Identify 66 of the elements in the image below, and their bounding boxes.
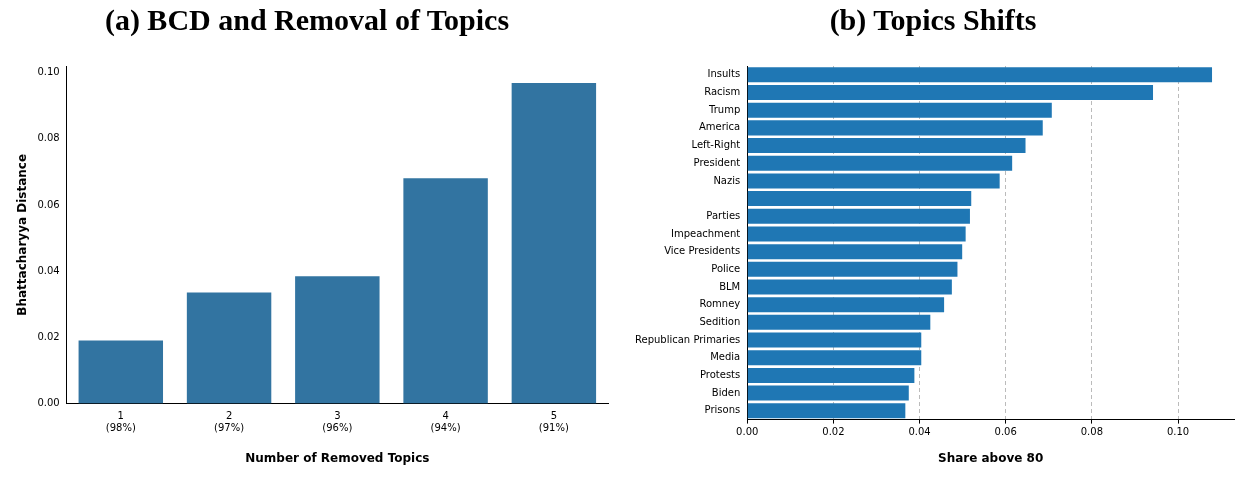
- x-tick-label: 1 (98%): [105, 410, 136, 434]
- bar: [747, 297, 945, 313]
- bar: [511, 82, 597, 404]
- bar: [747, 85, 1154, 101]
- bar: [747, 367, 915, 383]
- x-tick-label: 0.02: [822, 426, 845, 438]
- y-tick-label: America: [699, 121, 741, 133]
- bar: [747, 261, 958, 277]
- bar: [747, 385, 909, 401]
- y-tick-label: Left-Right: [691, 139, 741, 151]
- x-tick-label: 0.08: [1080, 426, 1103, 438]
- bar: [747, 350, 922, 366]
- bar: [747, 314, 931, 330]
- y-tick-label: Romney: [699, 298, 741, 310]
- y-tick-label: Trump: [708, 103, 741, 115]
- x-tick-label: 0.10: [1166, 426, 1190, 438]
- y-tick-label: 0.10: [37, 66, 60, 78]
- bar: [747, 279, 952, 295]
- bar: [78, 340, 164, 404]
- y-tick-label: Biden: [711, 386, 741, 398]
- x-axis-title: Share above 80: [937, 450, 1044, 465]
- y-tick-label: BLM: [719, 280, 741, 292]
- y-tick-label: Parties: [706, 209, 741, 221]
- bar: [747, 173, 1000, 189]
- x-tick-label: 5 (91%): [538, 410, 569, 434]
- x-tick-label: 4 (94%): [430, 410, 461, 434]
- y-tick-label: 0.06: [37, 198, 60, 210]
- y-tick-label: 0.00: [37, 397, 60, 409]
- bar: [747, 155, 1013, 171]
- y-tick-label: President: [693, 156, 741, 168]
- y-tick-label: Racism: [704, 86, 741, 98]
- bar: [747, 138, 1026, 154]
- y-tick-label: Republican Primaries: [635, 333, 741, 345]
- bar: [747, 191, 972, 207]
- bar: [186, 292, 272, 404]
- bar: [747, 332, 922, 348]
- chart-title: (b) Topics Shifts: [829, 2, 1037, 37]
- y-tick-label: Media: [710, 351, 741, 363]
- y-axis-title: Bhattacharyya Distance: [15, 153, 30, 316]
- x-tick-label: 0.00: [736, 426, 759, 438]
- bar: [747, 226, 966, 242]
- bar: [747, 244, 963, 260]
- y-tick-label: Sedition: [699, 315, 741, 327]
- bar: [747, 208, 970, 224]
- bar: [403, 178, 488, 404]
- y-tick-label: Insults: [707, 68, 741, 80]
- y-tick-label: Police: [711, 262, 741, 274]
- y-tick-label: Prisons: [704, 404, 741, 416]
- x-tick-label: 0.06: [994, 426, 1017, 438]
- y-tick-label: 0.04: [37, 264, 60, 276]
- y-tick-label: Impeachment: [670, 227, 741, 239]
- x-tick-label: 3 (96%): [322, 410, 353, 434]
- chart-title: (a) BCD and Removal of Topics: [104, 2, 510, 37]
- x-tick-label: 2 (97%): [214, 410, 245, 434]
- y-tick-label: Protests: [699, 368, 741, 380]
- y-tick-label: 0.02: [37, 331, 60, 342]
- bar: [295, 276, 380, 404]
- bar: [747, 102, 1052, 118]
- y-tick-label: Nazis: [713, 174, 741, 186]
- y-tick-label: Vice Presidents: [664, 245, 741, 257]
- bar: [747, 403, 906, 419]
- x-axis-title: Number of Removed Topics: [245, 450, 430, 465]
- bar: [747, 67, 1213, 83]
- bar: [747, 120, 1043, 136]
- x-tick-label: 0.04: [908, 426, 931, 438]
- y-tick-label: 0.08: [37, 132, 60, 144]
